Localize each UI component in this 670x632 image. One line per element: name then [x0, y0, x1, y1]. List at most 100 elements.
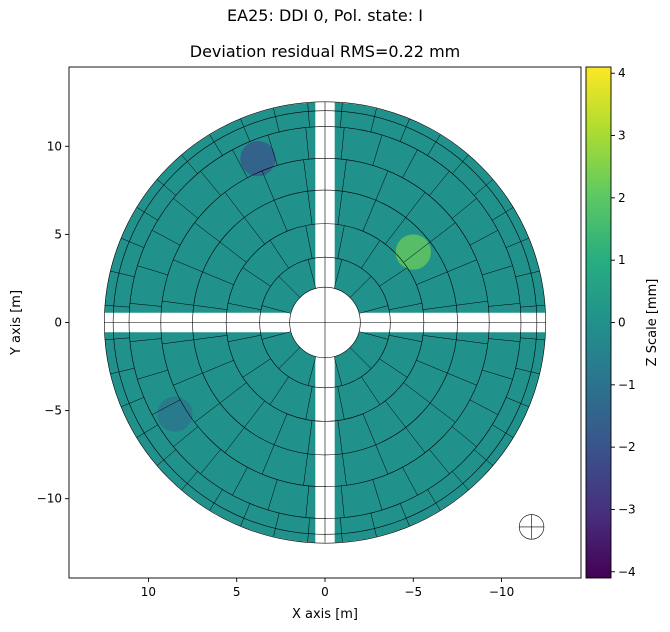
panel-edge: [104, 337, 130, 341]
deviation-spot: [157, 396, 193, 432]
panel-edge: [224, 192, 245, 218]
panel-edge: [469, 399, 498, 415]
panel-edge: [181, 471, 198, 491]
panel-edge: [482, 265, 513, 276]
panel-edge: [399, 118, 410, 142]
panel-edge: [137, 369, 168, 380]
panel-edge: [333, 356, 343, 386]
panel-edge: [240, 503, 251, 527]
panel-edge: [152, 399, 181, 415]
panel-edge: [403, 241, 431, 263]
panel-edge: [488, 303, 521, 307]
panel-edge: [305, 386, 313, 420]
panel-edge: [362, 413, 376, 445]
panel-edge: [452, 471, 469, 491]
panel-edge: [200, 171, 222, 196]
y-axis-label: Y axis [m]: [9, 290, 24, 356]
y-tick-label: −10: [37, 492, 62, 506]
panel-edge: [209, 489, 223, 511]
colorbar-tick-label: 4: [618, 66, 626, 80]
colorbar-tick-label: 2: [618, 191, 626, 205]
y-tick-label: 10: [47, 139, 62, 153]
deviation-spot: [395, 234, 431, 270]
panel-edge: [307, 259, 317, 289]
panel-edge: [110, 367, 135, 375]
panel-edge: [389, 334, 423, 342]
panel-edge: [194, 222, 221, 243]
panel-edge: [375, 171, 389, 201]
panel-edge: [505, 237, 529, 248]
panel-edge: [219, 382, 247, 404]
panel-edge: [452, 154, 469, 174]
panel-edge: [399, 503, 410, 527]
colorbar-tick-label: −4: [618, 565, 636, 579]
colorbar-tick-label: −3: [618, 502, 636, 516]
panel-edge: [202, 271, 234, 285]
panel-edge: [162, 300, 194, 306]
panel-edge: [194, 402, 221, 423]
panel-edge: [422, 305, 457, 310]
panel-edge: [173, 259, 203, 273]
plot-title: Deviation residual RMS=0.22 mm: [189, 42, 461, 61]
y-tick-label: 5: [54, 227, 62, 241]
panel-edge: [473, 179, 493, 196]
panel-edge: [520, 304, 546, 308]
panel-edge: [273, 108, 280, 133]
panel-edge: [307, 102, 310, 128]
panel-edge: [278, 276, 301, 298]
panel-edge: [232, 149, 248, 179]
panel-edge: [173, 426, 199, 447]
surface-quadrant-se: [104, 332, 316, 543]
panel-edge: [261, 305, 291, 314]
panel-edge: [244, 400, 266, 428]
panel-edge: [384, 217, 406, 245]
panel-edge: [157, 449, 177, 466]
panel-edge: [278, 347, 301, 369]
x-tick-label: 0: [321, 585, 329, 599]
panel-edge: [375, 444, 389, 474]
panel-edge: [384, 400, 406, 428]
panel-edge: [359, 305, 389, 314]
colorbar-tick-label: 0: [618, 316, 626, 330]
panel-edge: [261, 331, 291, 340]
panel-edge: [370, 512, 377, 537]
x-tick-label: 5: [233, 585, 241, 599]
panel-edge: [274, 200, 288, 232]
panel-edge: [372, 135, 383, 166]
panel-edge: [181, 154, 198, 174]
panel-edge: [416, 271, 448, 285]
panel-edge: [202, 360, 234, 374]
panel-edge: [244, 217, 266, 245]
panel-edge: [173, 372, 203, 386]
panel-edge: [362, 200, 376, 232]
panel-edge: [428, 449, 450, 474]
panel-edge: [232, 466, 248, 496]
panel-edge: [193, 305, 228, 310]
panel-edge: [121, 397, 145, 408]
panel-edge: [427, 134, 441, 156]
y-tick-label: 0: [54, 316, 62, 330]
panel-edge: [379, 358, 408, 378]
y-tick-label: −5: [44, 404, 62, 418]
panel-edge: [403, 382, 431, 404]
colorbar-tick-label: 1: [618, 253, 626, 267]
panel-edge: [456, 300, 488, 306]
colorbar-tick-label: 3: [618, 129, 626, 143]
surface-quadrant-nw: [334, 102, 546, 313]
panel-edge: [307, 517, 310, 543]
panel-edge: [429, 402, 456, 423]
x-axis-label: X axis [m]: [292, 607, 358, 622]
panel-edge: [451, 426, 477, 447]
figure-suptitle: EA25: DDI 0, Pol. state: I: [227, 6, 423, 25]
panel-edge: [447, 372, 477, 386]
panel-edge: [110, 270, 135, 278]
x-tick-label: 10: [141, 585, 156, 599]
panel-edge: [303, 159, 308, 192]
panel-edge: [162, 339, 194, 345]
panel-edge: [337, 386, 345, 420]
panel-edge: [473, 449, 493, 466]
x-tick-label: −10: [489, 585, 514, 599]
panel-edge: [505, 397, 529, 408]
panel-edge: [129, 338, 162, 342]
